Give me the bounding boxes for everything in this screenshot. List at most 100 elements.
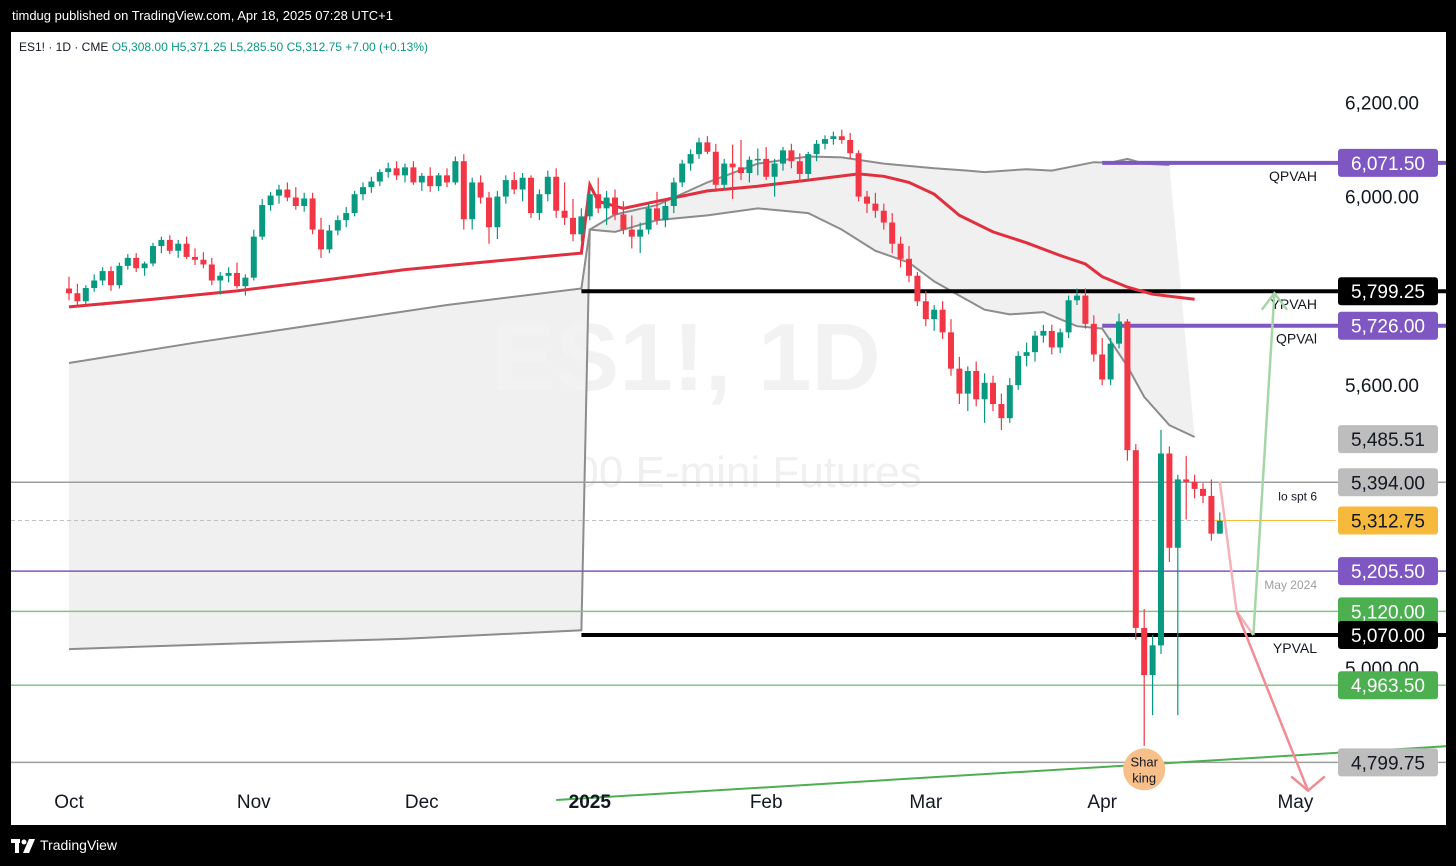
- candle-body[interactable]: [393, 168, 400, 176]
- candle-body[interactable]: [1057, 332, 1064, 348]
- candle-body[interactable]: [914, 275, 921, 302]
- candle-body[interactable]: [771, 163, 778, 177]
- candle-body[interactable]: [763, 158, 770, 177]
- candle-body[interactable]: [469, 182, 476, 220]
- candle-body[interactable]: [91, 280, 98, 289]
- candle-body[interactable]: [284, 189, 291, 198]
- candle-body[interactable]: [696, 142, 702, 155]
- candle-body[interactable]: [351, 194, 358, 214]
- candle-body[interactable]: [570, 217, 576, 235]
- candle-body[interactable]: [427, 175, 434, 187]
- candle-body[interactable]: [738, 167, 744, 173]
- candle-body[interactable]: [729, 163, 736, 168]
- candle-body[interactable]: [1216, 520, 1223, 534]
- candle-body[interactable]: [108, 271, 114, 286]
- price-label-box-0[interactable]: [1338, 148, 1438, 177]
- candle-body[interactable]: [595, 194, 602, 209]
- candle-body[interactable]: [166, 239, 173, 251]
- candle-body[interactable]: [1183, 479, 1190, 482]
- candle-body[interactable]: [1006, 385, 1013, 419]
- candle-body[interactable]: [1099, 354, 1106, 380]
- candle-body[interactable]: [780, 150, 786, 164]
- candle-body[interactable]: [822, 139, 828, 144]
- candle-body[interactable]: [276, 189, 282, 196]
- candle-body[interactable]: [813, 143, 820, 155]
- candle-body[interactable]: [1074, 295, 1080, 301]
- candle-body[interactable]: [99, 271, 106, 281]
- candle-body[interactable]: [990, 382, 996, 404]
- candle-body[interactable]: [796, 161, 803, 174]
- candle-body[interactable]: [528, 177, 534, 214]
- candle-body[interactable]: [1048, 330, 1055, 348]
- price-label-box-3[interactable]: [1338, 425, 1438, 454]
- candle-body[interactable]: [1116, 321, 1122, 344]
- candle-body[interactable]: [486, 197, 492, 228]
- candle-body[interactable]: [754, 158, 761, 161]
- price-label-box-6[interactable]: [1338, 557, 1438, 586]
- candle-body[interactable]: [444, 175, 450, 183]
- candle-body[interactable]: [746, 159, 753, 173]
- price-label-box-9[interactable]: [1338, 671, 1438, 700]
- candle-body[interactable]: [1107, 343, 1114, 380]
- candle-body[interactable]: [1141, 627, 1148, 676]
- candle-body[interactable]: [141, 263, 148, 269]
- candle-body[interactable]: [578, 216, 585, 235]
- candle-body[interactable]: [116, 265, 123, 286]
- candle-body[interactable]: [964, 371, 971, 394]
- candle-body[interactable]: [939, 309, 946, 333]
- candle-body[interactable]: [1065, 300, 1072, 333]
- candle-body[interactable]: [1166, 453, 1173, 548]
- candle-body[interactable]: [880, 210, 887, 223]
- candle-body[interactable]: [435, 175, 442, 187]
- candle-body[interactable]: [1082, 295, 1089, 324]
- candle-body[interactable]: [158, 239, 165, 247]
- candle-body[interactable]: [553, 176, 560, 211]
- candle-body[interactable]: [712, 151, 719, 185]
- candle-body[interactable]: [360, 187, 366, 195]
- candle-body[interactable]: [536, 194, 543, 214]
- candle-body[interactable]: [1158, 453, 1164, 646]
- candle-body[interactable]: [637, 229, 644, 237]
- candle-body[interactable]: [645, 208, 652, 230]
- candle-body[interactable]: [1032, 335, 1038, 353]
- candle-body[interactable]: [561, 210, 568, 218]
- candle-body[interactable]: [309, 198, 316, 230]
- candle-body[interactable]: [998, 404, 1005, 419]
- candle-body[interactable]: [334, 220, 341, 231]
- price-chart[interactable]: ES1!, 1D S&P 500 E-mini Futures QPVAH YPVAH…: [11, 32, 1446, 825]
- candle-body[interactable]: [343, 213, 350, 221]
- candle-body[interactable]: [1174, 479, 1181, 548]
- candle-body[interactable]: [788, 150, 795, 162]
- candle-body[interactable]: [872, 203, 879, 211]
- candle-body[interactable]: [519, 177, 526, 190]
- candle-body[interactable]: [502, 180, 509, 197]
- candle-body[interactable]: [586, 194, 593, 217]
- candle-body[interactable]: [124, 257, 131, 266]
- candle-body[interactable]: [376, 172, 383, 182]
- candle-body[interactable]: [1132, 450, 1139, 628]
- candle-body[interactable]: [452, 161, 459, 183]
- candle-body[interactable]: [318, 229, 324, 250]
- candle-body[interactable]: [922, 301, 929, 320]
- shark-annotation-bubble[interactable]: [1123, 748, 1166, 791]
- price-label-box-8[interactable]: [1338, 621, 1438, 649]
- candle-body[interactable]: [402, 167, 408, 176]
- candle-body[interactable]: [217, 275, 224, 281]
- candle-body[interactable]: [670, 182, 677, 206]
- candle-body[interactable]: [603, 197, 610, 209]
- candle-body[interactable]: [410, 167, 417, 183]
- candle-body[interactable]: [208, 264, 215, 281]
- candle-body[interactable]: [628, 229, 635, 237]
- candle-body[interactable]: [721, 163, 728, 185]
- candle-body[interactable]: [612, 197, 618, 215]
- candle-body[interactable]: [259, 205, 266, 237]
- candle-body[interactable]: [1208, 495, 1215, 534]
- candle-body[interactable]: [133, 257, 140, 269]
- candle-body[interactable]: [805, 154, 812, 174]
- candle-body[interactable]: [620, 214, 627, 230]
- price-label-box-5[interactable]: [1338, 506, 1438, 535]
- candle-body[interactable]: [1090, 323, 1097, 355]
- candle-body[interactable]: [1015, 355, 1022, 386]
- chart-panel[interactable]: ES1!, 1D S&P 500 E-mini Futures QPVAH YPVAH…: [11, 32, 1446, 825]
- candle-body[interactable]: [250, 236, 257, 278]
